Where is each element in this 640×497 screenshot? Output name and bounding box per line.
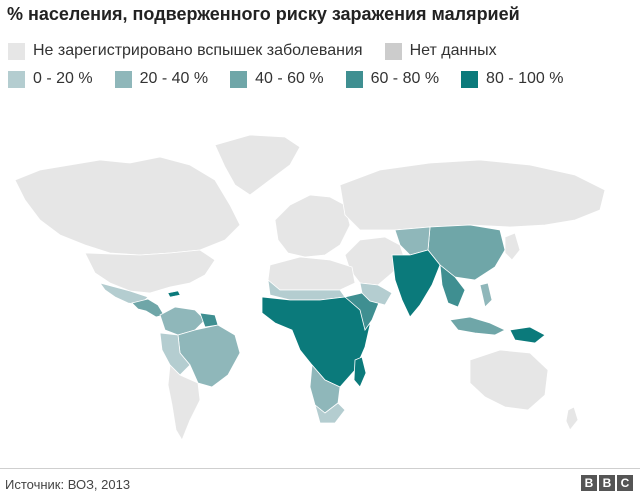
- legend-label: Не зарегистрировано вспышек заболевания: [33, 42, 363, 59]
- bbc-logo-letter: B: [599, 475, 615, 491]
- legend-swatch: [114, 70, 132, 88]
- region-australia: [469, 349, 549, 411]
- legend-label: 20 - 40 %: [139, 70, 209, 87]
- region-east-asia-islands: [504, 232, 521, 261]
- region-north-africa: [267, 256, 356, 291]
- legend-label: Нет данных: [409, 42, 497, 59]
- region-madagascar: [353, 356, 367, 388]
- region-southeast-asia: [439, 264, 466, 308]
- region-indonesia: [449, 316, 506, 336]
- legend-label: 0 - 20 %: [33, 70, 93, 87]
- legend-item-no-data: Нет данных: [384, 42, 497, 60]
- region-north-america-north: [14, 156, 241, 256]
- region-sub-saharan-africa: [261, 296, 371, 388]
- legend-swatch: [384, 42, 402, 60]
- region-greenland: [214, 134, 301, 196]
- legend-item-0-20: 0 - 20 %: [8, 70, 93, 88]
- region-caribbean: [167, 290, 181, 298]
- bbc-logo-letter: B: [581, 475, 597, 491]
- region-south-asia: [391, 249, 441, 318]
- source-note: Источник: ВОЗ, 2013: [5, 477, 131, 492]
- legend-item-80-100: 80 - 100 %: [461, 70, 563, 88]
- legend-label: 80 - 100 %: [486, 70, 564, 87]
- region-new-zealand: [565, 406, 579, 431]
- legend-item-40-60: 40 - 60 %: [230, 70, 324, 88]
- region-south-america-north: [159, 306, 206, 336]
- region-china: [427, 224, 506, 281]
- region-central-america: [131, 298, 165, 318]
- legend-row-risk: 0 - 20 % 20 - 40 % 40 - 60 % 60 - 80 % 8…: [8, 70, 585, 88]
- legend-label: 40 - 60 %: [255, 70, 324, 87]
- region-andes: [159, 332, 191, 376]
- legend-swatch: [461, 70, 479, 88]
- region-usa: [84, 249, 216, 294]
- legend-swatch: [8, 70, 25, 88]
- region-guianas: [199, 312, 219, 328]
- region-south-africa: [314, 402, 346, 424]
- region-north-asia: [339, 159, 606, 231]
- bbc-logo-letter: C: [617, 475, 633, 491]
- legend-swatch: [345, 70, 363, 88]
- legend-item-60-80: 60 - 80 %: [345, 70, 440, 88]
- region-papua: [509, 326, 546, 344]
- legend-row-status: Не зарегистрировано вспышек заболевания …: [8, 42, 519, 60]
- bbc-logo: B B C: [579, 475, 633, 491]
- region-arabia: [359, 282, 393, 306]
- footer-divider: [0, 468, 640, 469]
- world-map: [14, 134, 606, 441]
- legend-swatch: [8, 42, 25, 60]
- region-philippines: [479, 282, 493, 308]
- region-europe: [274, 194, 351, 258]
- legend-label: 60 - 80 %: [370, 70, 440, 87]
- region-brazil: [177, 324, 241, 388]
- legend-swatch: [230, 70, 248, 88]
- map-title: % населения, подверженного риску заражен…: [7, 4, 520, 24]
- legend-item-20-40: 20 - 40 %: [114, 70, 209, 88]
- legend-item-no-outbreaks: Не зарегистрировано вспышек заболевания: [8, 42, 363, 60]
- region-southern-cone: [167, 364, 201, 441]
